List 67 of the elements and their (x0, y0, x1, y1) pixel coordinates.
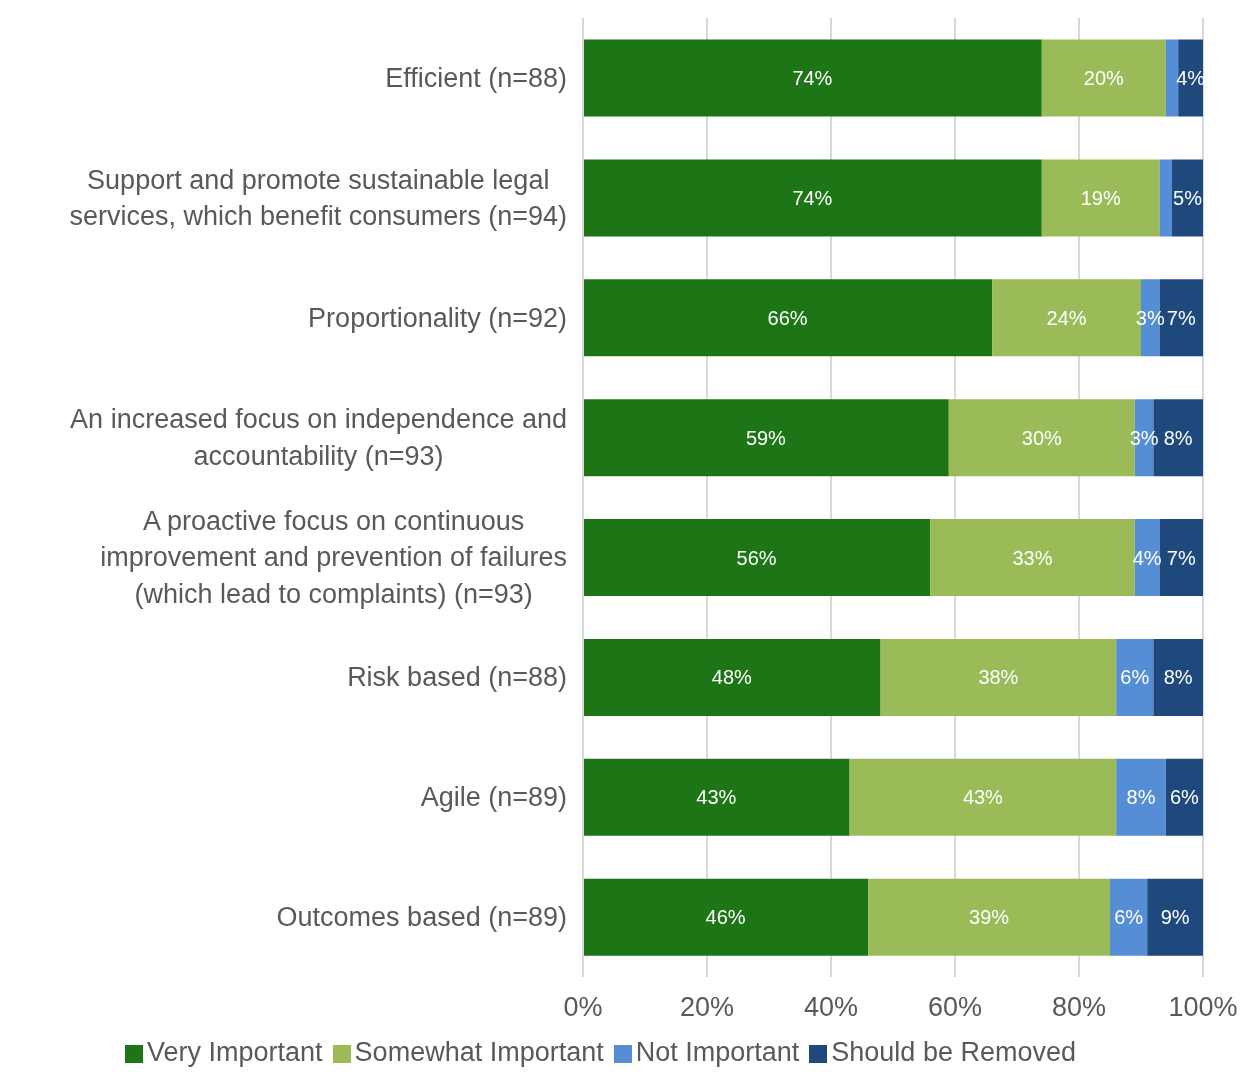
y-tick-label: An increased focus on independence and accountability (n=93) (70, 404, 568, 471)
bar (1159, 519, 1203, 597)
data-label: 8% (1163, 666, 1193, 689)
data-label: 48% (711, 666, 753, 689)
legend-label: Very Important (147, 1037, 323, 1067)
data-label: 8% (1126, 786, 1156, 809)
y-tick-label: Proportionality (n=92) (308, 302, 567, 333)
y-tick-label: Agile (n=89) (420, 782, 567, 813)
y-tick-label: A proactive focus on continuous improvement and prevention of failures (which lead to complaints) (n=93) (100, 505, 568, 609)
data-label: 24% (1046, 306, 1087, 329)
data-label: 20% (1083, 67, 1125, 90)
bar (583, 878, 869, 956)
data-label: 56% (736, 546, 777, 569)
bar (930, 519, 1135, 597)
legend-label: Not Important (635, 1037, 800, 1067)
legend-label: Should be Removed (831, 1037, 1076, 1067)
data-label: 74% (792, 67, 833, 90)
bar (1153, 638, 1203, 716)
x-tick-label: 20% (679, 992, 735, 1023)
data-label: 43% (962, 786, 1004, 809)
bar (1116, 758, 1166, 836)
data-label: 6% (1114, 906, 1144, 929)
data-label: 6% (1169, 786, 1200, 809)
bar (583, 159, 1042, 237)
bar (583, 399, 949, 477)
bar (583, 39, 1042, 117)
bar (880, 638, 1117, 716)
y-tick-label: Risk based (n=88) (347, 662, 568, 693)
y-tick-label: Support and promote sustainable legal services, which benefit consumers (n=94) (69, 164, 568, 232)
y-tick-label: Outcomes based (n=89) (276, 902, 568, 933)
data-label: 30% (1021, 426, 1063, 449)
x-tick-label: 40% (803, 992, 859, 1023)
bar (583, 279, 993, 357)
data-label: 9% (1160, 906, 1190, 929)
data-label: 66% (767, 306, 808, 329)
x-tick-label: 100% (1168, 992, 1238, 1023)
bar (868, 878, 1110, 956)
bar (1147, 878, 1203, 956)
data-label: 39% (969, 906, 1010, 929)
data-label: 5% (1173, 186, 1203, 209)
bar (1159, 159, 1172, 237)
x-tick-label: 0% (563, 992, 603, 1023)
bar (583, 758, 850, 836)
x-tick-label: 80% (1051, 992, 1107, 1023)
legend-label: Somewhat Important (354, 1037, 604, 1067)
bar (1041, 39, 1166, 117)
bar (1110, 878, 1148, 956)
data-label: 8% (1163, 426, 1193, 449)
data-label: 6% (1120, 666, 1150, 689)
data-label: 59% (745, 426, 787, 449)
y-tick-label: Efficient (n=88) (385, 62, 567, 93)
data-label: 19% (1080, 186, 1121, 209)
data-label: 43% (696, 786, 737, 809)
bar (583, 638, 881, 716)
data-label: 74% (792, 186, 833, 209)
bar (583, 519, 931, 597)
data-label: 33% (1012, 546, 1053, 569)
bar (1165, 758, 1203, 836)
data-label: 7% (1166, 546, 1196, 569)
x-tick-label: 60% (927, 992, 983, 1023)
data-label: 46% (705, 906, 746, 929)
bar (1116, 638, 1154, 716)
bar (1041, 159, 1160, 237)
bar (849, 758, 1117, 836)
bar (1172, 159, 1203, 237)
data-label: 7% (1166, 306, 1196, 329)
data-label: 38% (978, 666, 1019, 689)
